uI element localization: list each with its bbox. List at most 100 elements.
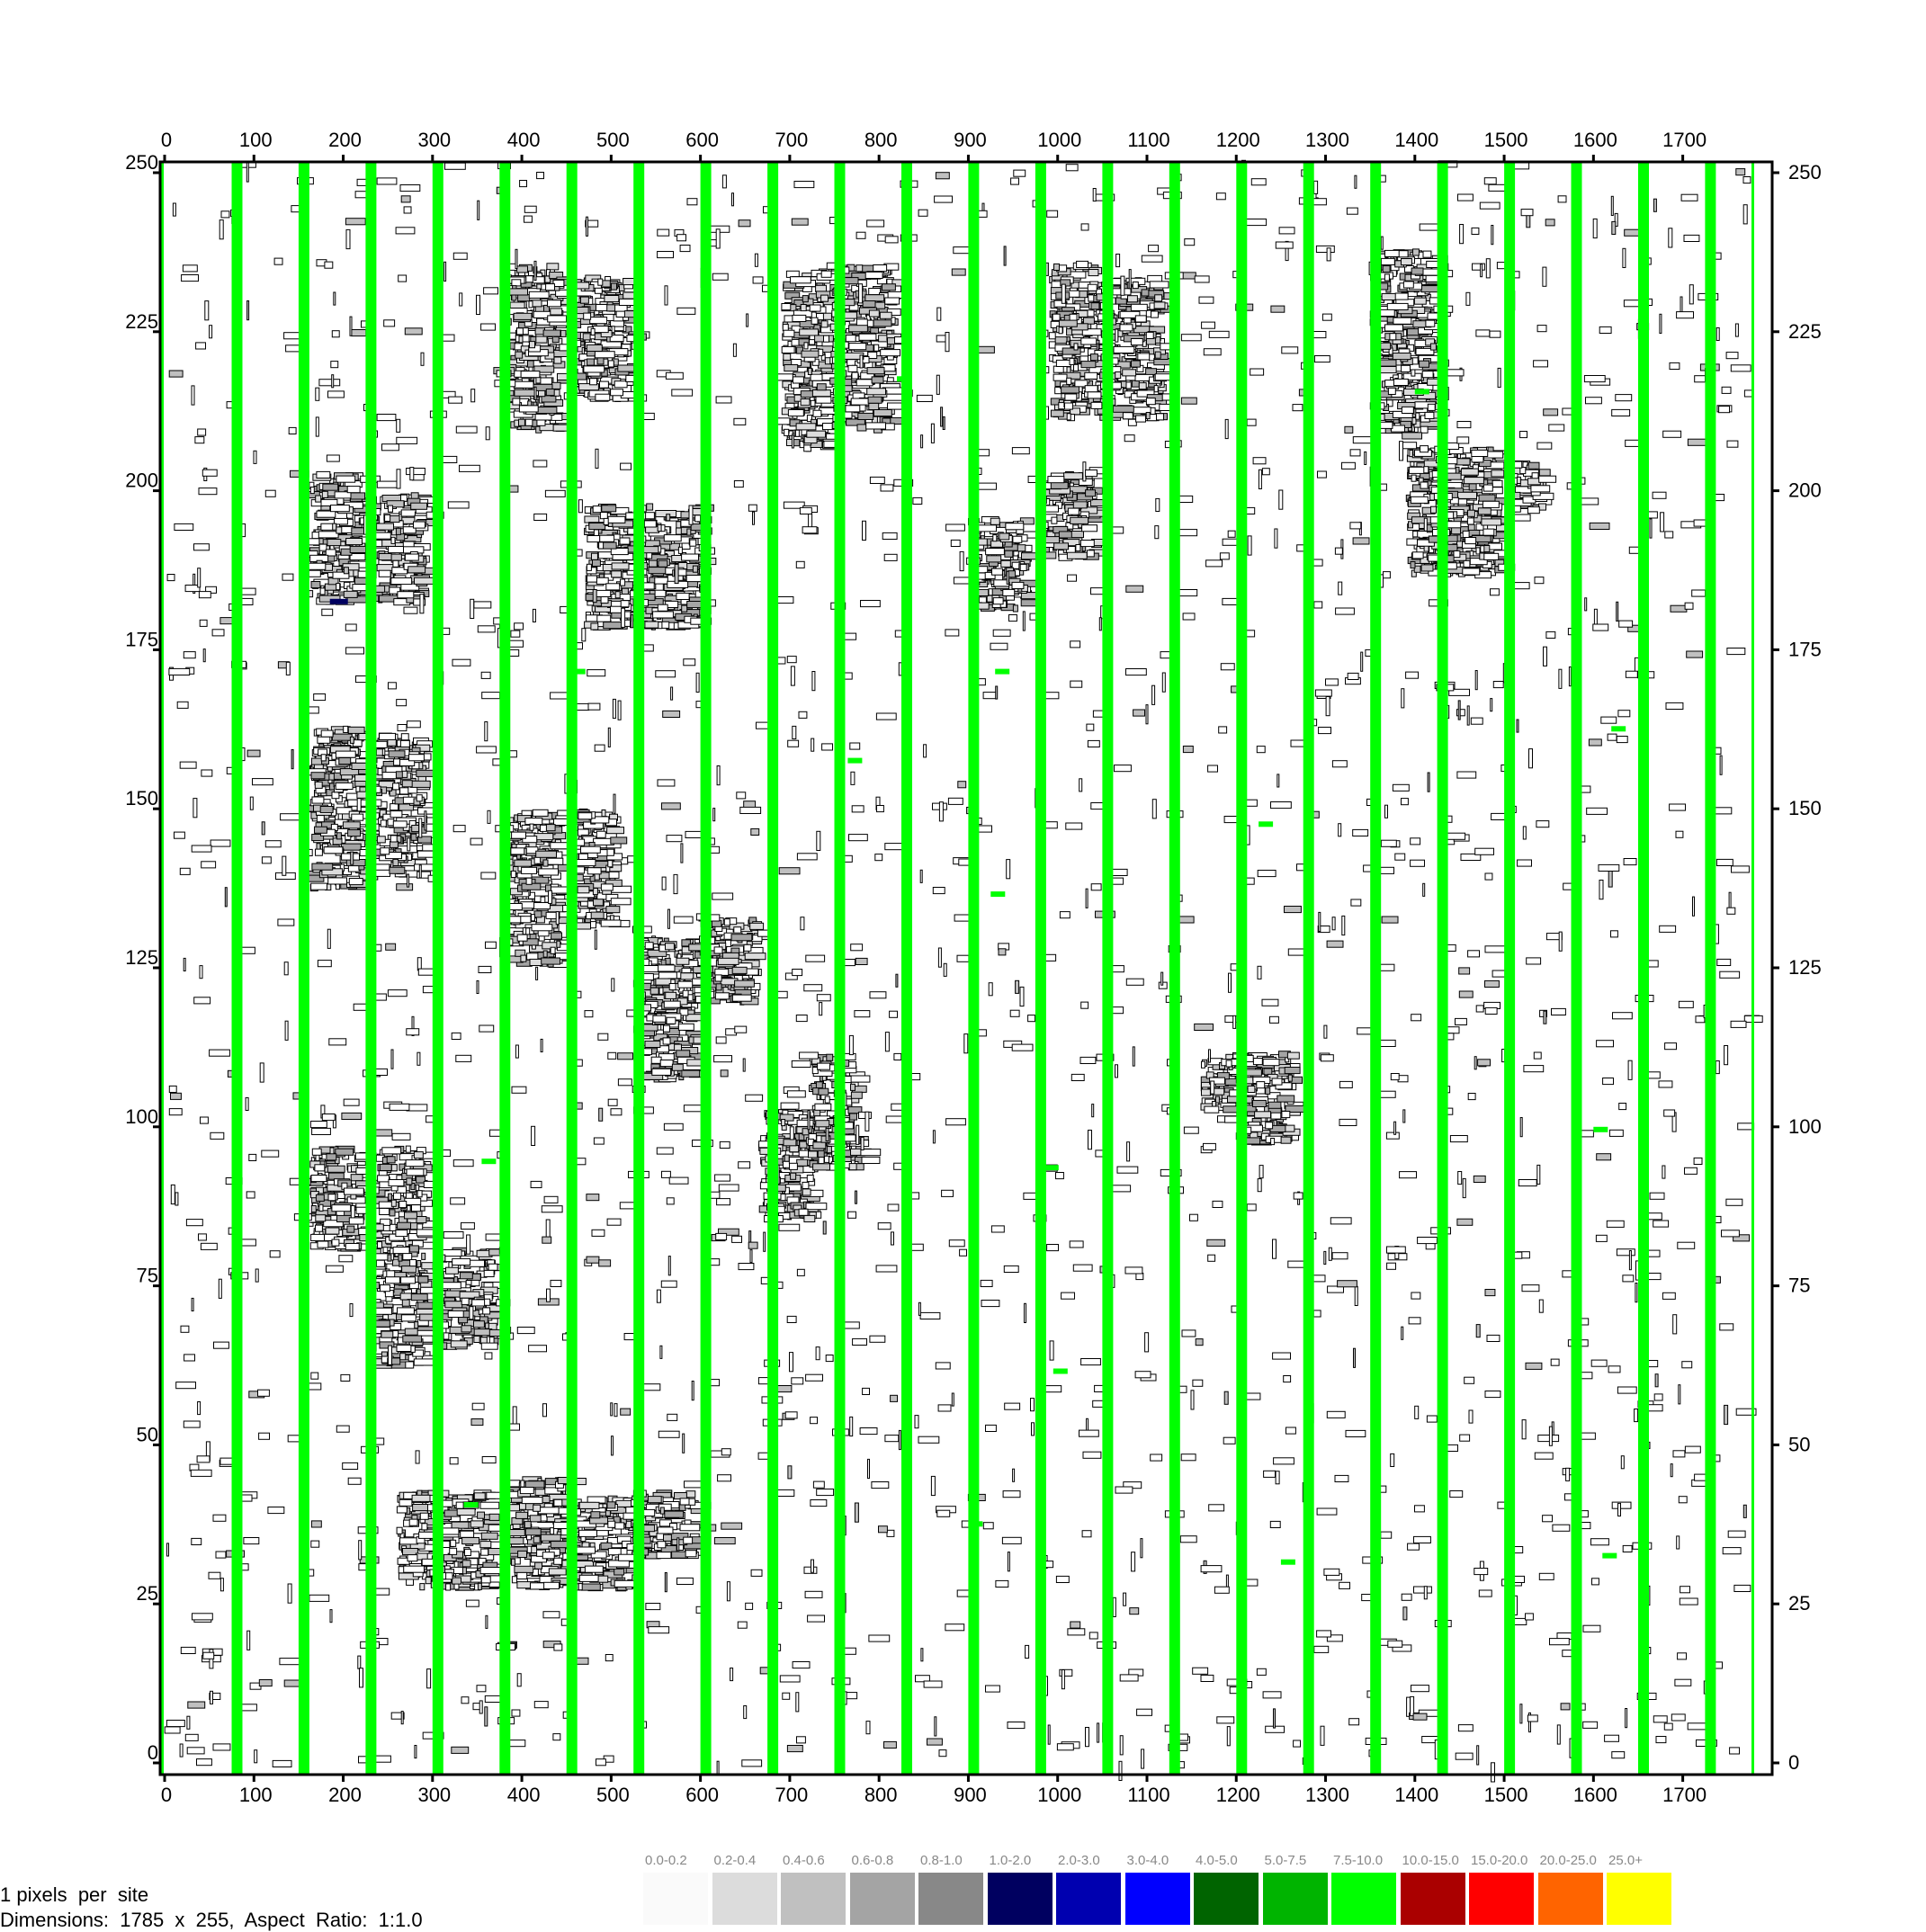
cluster-cell [692,565,698,573]
cluster-cell [331,1204,352,1212]
cluster-cell [790,276,811,284]
cluster-cell [798,1208,809,1216]
cluster-cell [789,1145,800,1153]
cluster-cell [311,834,325,842]
cluster-cell [318,1203,324,1212]
cluster-cell [812,1163,830,1171]
cluster-cell [540,1534,561,1542]
cluster-cell [856,379,873,387]
cluster-cell [677,546,683,554]
cluster-cell [787,409,804,417]
cluster-cell [338,757,352,765]
cluster-cell [471,1328,493,1337]
cluster-cell [873,409,892,417]
cluster-cell [584,515,600,523]
cluster-cell [652,1015,667,1023]
cluster-cell [388,546,405,554]
cluster-cell [452,1257,471,1266]
cluster-cell [326,1153,337,1161]
cluster-cell [679,1524,701,1532]
cluster-cell [377,1175,390,1183]
cluster-cell [806,430,827,438]
cluster-cell [607,1520,616,1528]
cluster-cell [867,396,882,404]
cluster-cell [550,1541,569,1549]
cluster-cell [590,327,596,335]
cluster-cell [390,803,399,811]
cluster-cell [488,1263,498,1271]
cluster-cell [676,1050,691,1058]
cluster-cell [826,1053,834,1061]
cluster-cell [663,1000,681,1008]
cluster-cell [793,376,804,384]
cluster-cell [377,1241,382,1249]
cluster-cell [1044,505,1059,513]
cluster-cell [599,534,615,542]
cluster-cell [783,353,792,361]
cluster-cell [862,300,876,309]
cluster-cell [730,934,753,942]
cluster-cell [414,863,434,872]
cluster-cell [315,495,322,503]
cluster-cell [749,922,765,930]
cluster-cell [404,1212,417,1220]
cluster-cell [781,345,795,353]
cluster-cell [417,1190,423,1198]
cluster-cell [310,882,328,890]
cluster-cell [447,1310,466,1319]
cluster-cell [335,750,356,758]
cluster-cell [380,819,387,827]
cluster-cell [581,1583,601,1591]
cluster-cell [977,602,990,610]
cluster-cell [587,535,601,543]
cluster-cell [343,725,349,734]
cluster-cell [619,537,631,545]
cluster-cell [808,1150,818,1158]
cluster-cell [662,1037,671,1045]
cluster-cell [391,567,408,575]
cluster-cell [619,298,635,306]
cluster-cell [618,283,625,291]
cluster-cell [599,512,608,520]
cluster-cell [608,871,620,879]
cluster-cell [1085,489,1096,497]
cluster-cell [1075,544,1081,552]
cluster-cell [477,1511,485,1519]
cluster-cell [396,1526,403,1534]
cluster-cell [421,1252,426,1260]
cluster-cell [880,349,901,357]
cluster-cell [321,490,328,498]
cluster-cell [816,383,827,391]
cluster-cell [520,954,527,962]
cluster-cell [444,1301,463,1309]
cluster-cell [587,358,595,366]
cluster-cell [603,517,609,526]
cluster-cell [376,1259,385,1267]
cluster-cell [451,1521,470,1529]
cluster-cell [450,1340,468,1348]
cluster-cell [794,429,800,437]
cluster-cell [643,1525,656,1533]
cluster-cell [388,1193,393,1201]
cluster-cell [826,1146,832,1154]
cluster-cell [402,526,417,534]
cluster-cell [796,1158,809,1167]
cluster-cell [335,782,354,791]
cluster-cell [807,367,812,375]
cluster-cell [327,1194,336,1202]
cluster-cell [309,487,315,495]
cluster-cell [482,1307,491,1315]
cluster-cell [597,278,604,286]
cluster-cell [811,389,831,398]
cluster-cell [542,1496,551,1504]
cluster-cell [401,780,413,788]
cluster-cell [605,583,621,591]
cluster-cell [376,836,386,844]
cluster-cell [648,559,658,568]
cluster-cell [551,932,562,940]
cluster-cell [541,957,561,965]
cluster-cell [445,1583,452,1591]
cluster-cell [461,1537,479,1545]
cluster-cell [991,568,1003,576]
cluster-cell [417,1301,434,1310]
